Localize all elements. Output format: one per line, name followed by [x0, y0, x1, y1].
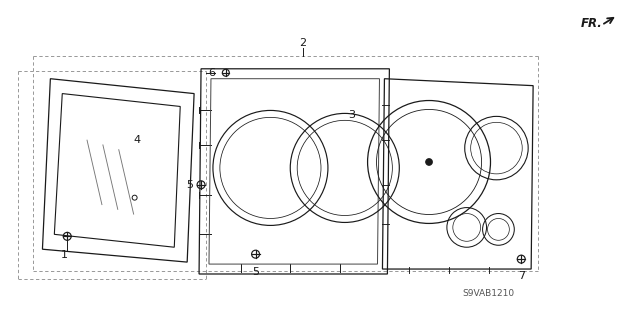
Text: 3: 3: [348, 110, 355, 120]
Text: 7: 7: [518, 271, 525, 281]
Text: 4: 4: [133, 135, 140, 145]
Text: 2: 2: [300, 38, 307, 48]
Text: S9VAB1210: S9VAB1210: [463, 289, 515, 298]
Text: 5: 5: [252, 267, 259, 277]
Circle shape: [426, 159, 433, 166]
Text: 6: 6: [208, 68, 215, 78]
Text: 1: 1: [61, 250, 68, 260]
Text: 5: 5: [186, 180, 193, 190]
Text: FR.: FR.: [580, 17, 602, 30]
